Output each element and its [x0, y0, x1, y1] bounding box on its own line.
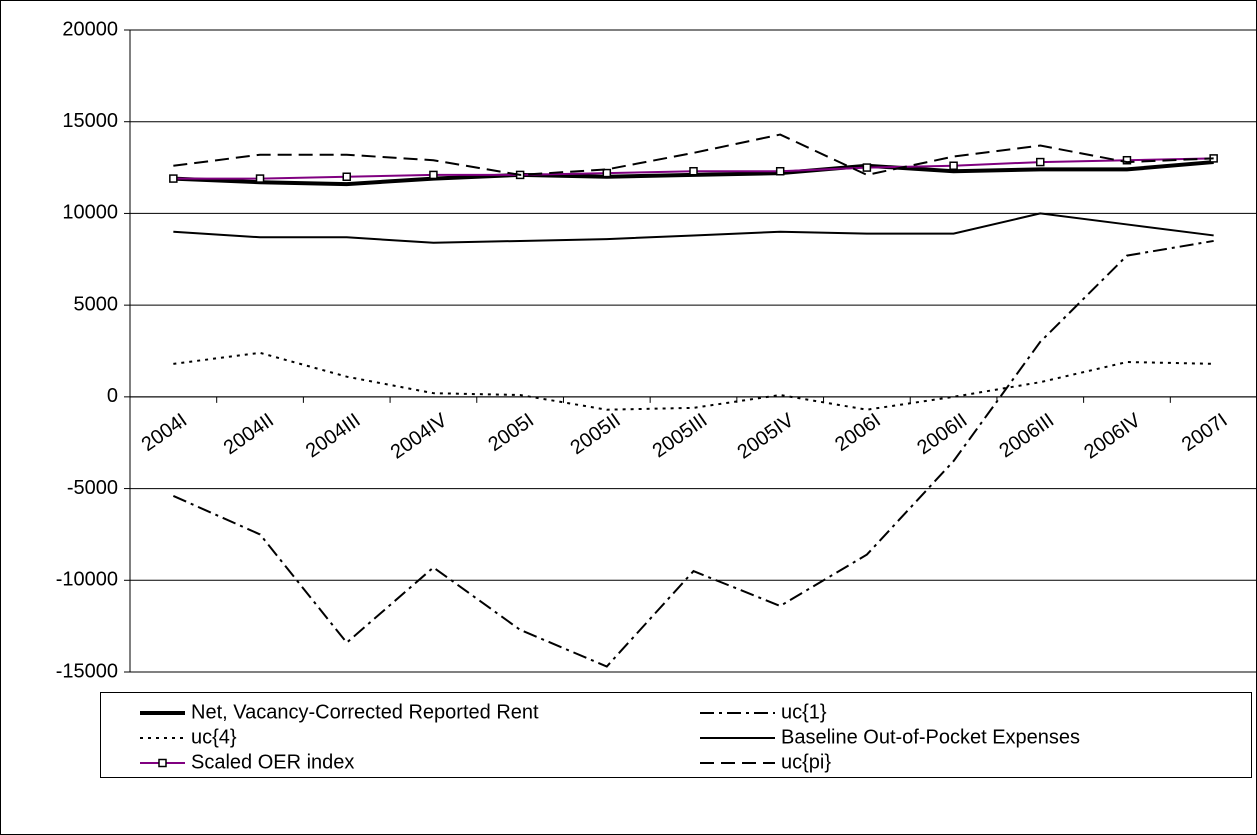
legend-label: uc{4}: [191, 726, 237, 748]
series-marker: [775, 166, 785, 176]
series-marker: [689, 166, 698, 176]
series-marker: [255, 174, 265, 183]
series-marker: [1036, 157, 1045, 167]
y-tick-label: 0: [107, 385, 118, 407]
legend-label: uc{pi}: [781, 751, 831, 773]
y-tick-label: 10000: [62, 202, 118, 224]
series-marker: [429, 170, 438, 180]
series-line: [173, 133, 1214, 176]
legend-label: Baseline Out-of-Pocket Expenses: [781, 726, 1080, 748]
series-marker: [862, 163, 872, 172]
series-marker: [602, 168, 612, 178]
series-marker: [169, 174, 178, 183]
series-marker: [1122, 155, 1132, 165]
y-tick-label: 20000: [62, 18, 118, 40]
y-tick-label: 5000: [74, 293, 119, 315]
series-marker: [342, 172, 351, 181]
series-line: [172, 239, 1214, 668]
legend-label: Scaled OER index: [191, 751, 354, 773]
series-line: [173, 212, 1214, 244]
y-tick-label: -5000: [67, 477, 118, 499]
y-tick-label: 15000: [62, 110, 118, 132]
legend-box: [100, 692, 1252, 778]
legend-label: uc{1}: [781, 701, 827, 723]
legend-label: Net, Vacancy-Corrected Reported Rent: [191, 701, 539, 723]
series-marker: [949, 161, 958, 170]
series-line: [173, 351, 1214, 411]
y-tick-label: -15000: [56, 660, 118, 682]
legend-marker: [158, 758, 167, 768]
y-tick-label: -10000: [56, 569, 118, 591]
